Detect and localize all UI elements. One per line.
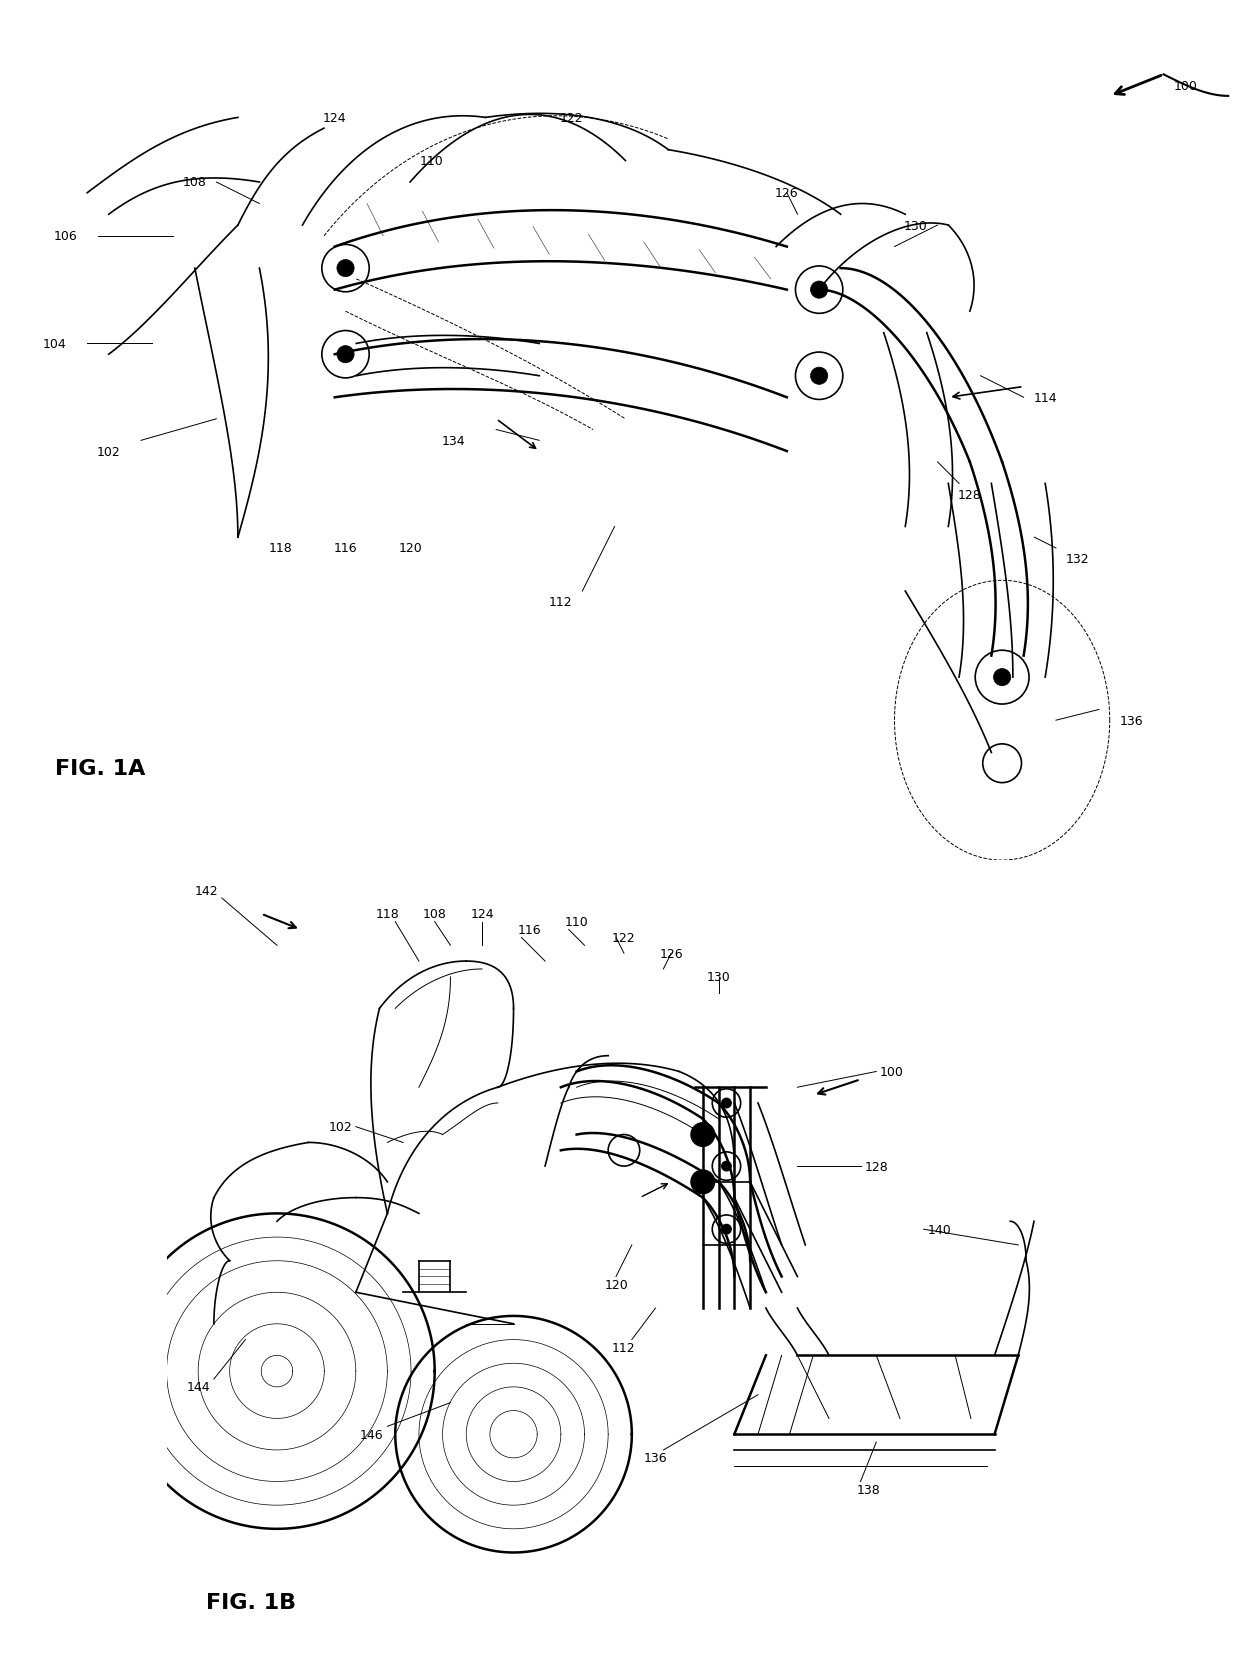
Circle shape [722, 1225, 732, 1235]
Text: 130: 130 [904, 220, 928, 232]
Text: 124: 124 [322, 113, 346, 124]
Circle shape [722, 1099, 732, 1109]
Text: 108: 108 [182, 177, 207, 189]
Text: 102: 102 [97, 445, 120, 458]
Text: 144: 144 [186, 1380, 210, 1394]
Circle shape [691, 1124, 714, 1147]
Text: 136: 136 [644, 1451, 667, 1465]
Text: FIG. 1A: FIG. 1A [55, 758, 145, 778]
Text: FIG. 1B: FIG. 1B [206, 1592, 296, 1612]
Text: 118: 118 [376, 907, 399, 920]
Text: 124: 124 [470, 907, 494, 920]
Text: 102: 102 [329, 1120, 352, 1134]
Circle shape [337, 346, 355, 364]
Text: 132: 132 [1065, 553, 1089, 566]
Text: 128: 128 [959, 488, 982, 501]
Circle shape [691, 1170, 714, 1193]
Text: 116: 116 [517, 923, 541, 937]
Circle shape [811, 367, 828, 386]
Text: 146: 146 [360, 1428, 383, 1442]
Text: 112: 112 [549, 596, 573, 609]
Text: 122: 122 [613, 932, 636, 945]
Text: 128: 128 [864, 1160, 888, 1173]
Text: 104: 104 [43, 338, 67, 351]
Text: 110: 110 [564, 915, 589, 928]
Text: 130: 130 [707, 971, 730, 983]
Text: 110: 110 [420, 156, 444, 167]
Text: 120: 120 [604, 1278, 627, 1291]
Text: 140: 140 [928, 1223, 951, 1236]
Text: 122: 122 [559, 113, 583, 124]
Text: 116: 116 [334, 543, 357, 554]
Circle shape [722, 1162, 732, 1172]
Text: 100: 100 [880, 1066, 904, 1079]
Text: 114: 114 [1033, 392, 1056, 404]
Text: 100: 100 [1173, 79, 1197, 93]
Text: 134: 134 [441, 435, 465, 447]
Circle shape [993, 669, 1011, 687]
Text: 136: 136 [1120, 715, 1143, 727]
Text: 112: 112 [613, 1341, 636, 1354]
Text: 126: 126 [660, 947, 683, 960]
Text: 106: 106 [53, 230, 78, 243]
Text: 142: 142 [195, 884, 218, 897]
Text: 126: 126 [775, 187, 799, 200]
Circle shape [811, 281, 828, 300]
Text: 108: 108 [423, 907, 446, 920]
Text: 118: 118 [269, 543, 293, 554]
Text: 120: 120 [398, 543, 422, 554]
Text: 138: 138 [857, 1483, 880, 1496]
Circle shape [337, 260, 355, 278]
